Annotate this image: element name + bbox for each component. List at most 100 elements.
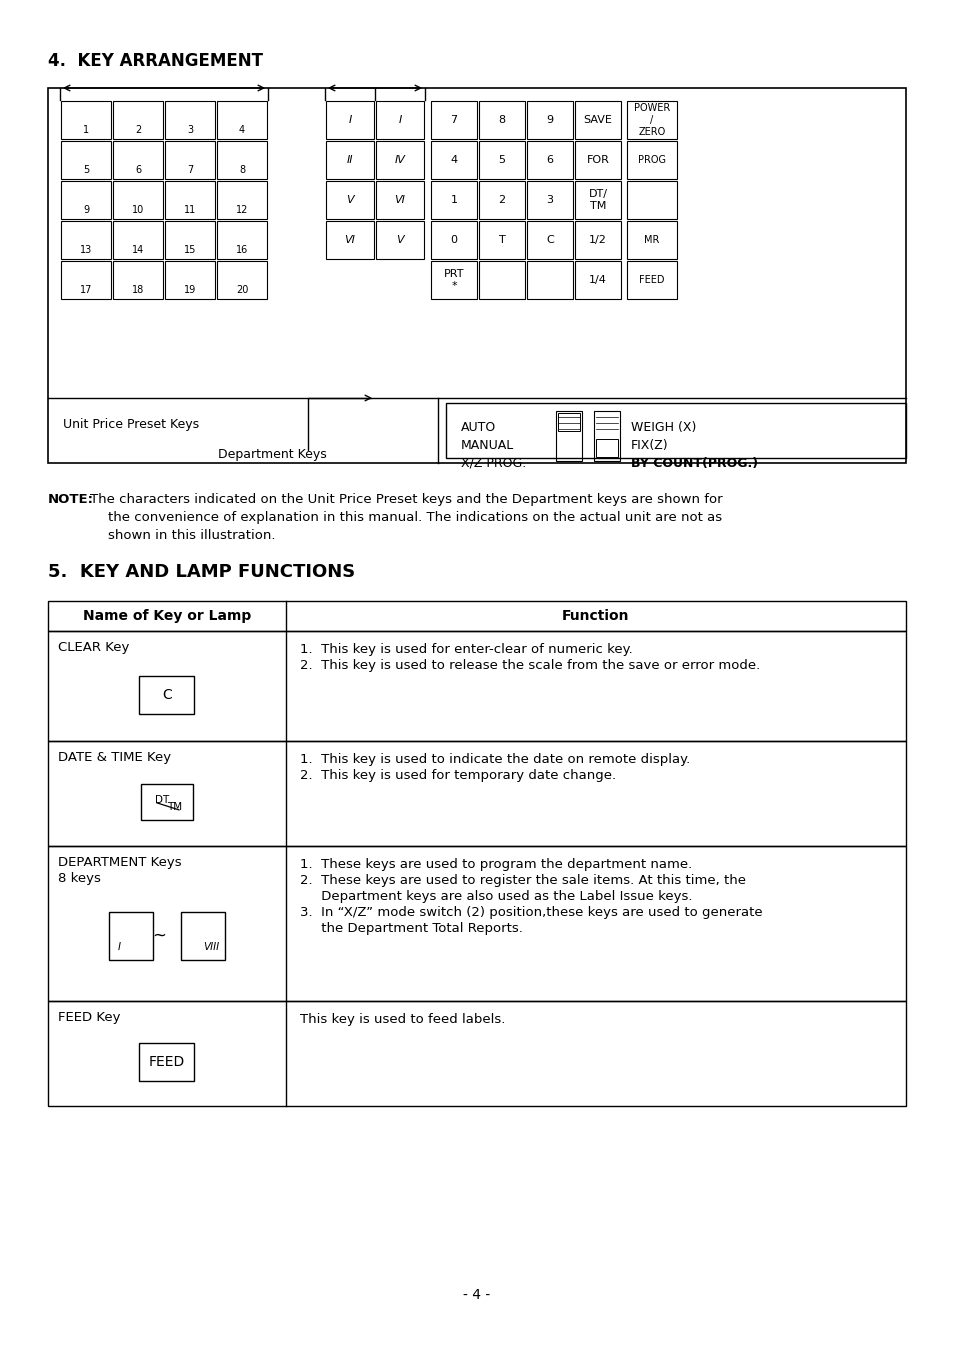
Text: I: I xyxy=(348,115,352,125)
Bar xyxy=(139,675,194,714)
Bar xyxy=(61,101,111,139)
Text: V: V xyxy=(395,235,403,245)
Text: 4: 4 xyxy=(450,155,457,164)
Bar xyxy=(575,221,620,259)
Bar xyxy=(575,262,620,299)
Text: WEIGH (X): WEIGH (X) xyxy=(630,421,696,434)
Bar xyxy=(626,142,677,179)
Text: FEED Key: FEED Key xyxy=(58,1011,120,1024)
Bar xyxy=(48,88,905,462)
Bar xyxy=(112,221,163,259)
Text: 1.  These keys are used to program the department name.: 1. These keys are used to program the de… xyxy=(299,857,692,871)
Bar xyxy=(526,142,573,179)
Text: POWER
/
ZERO: POWER / ZERO xyxy=(633,104,669,136)
Text: 5: 5 xyxy=(498,155,505,164)
Bar xyxy=(626,262,677,299)
Bar xyxy=(326,101,374,139)
Text: 12: 12 xyxy=(235,205,248,214)
Text: 6: 6 xyxy=(134,164,141,175)
Bar xyxy=(48,631,905,741)
Text: 19: 19 xyxy=(184,284,196,295)
Bar xyxy=(375,181,423,218)
Text: DEPARTMENT Keys: DEPARTMENT Keys xyxy=(58,856,181,869)
Bar xyxy=(626,101,677,139)
Bar xyxy=(181,911,225,960)
Text: The characters indicated on the Unit Price Preset keys and the Department keys a: The characters indicated on the Unit Pri… xyxy=(90,493,721,506)
Text: 2.  This key is used to release the scale from the save or error mode.: 2. This key is used to release the scale… xyxy=(299,659,760,673)
Bar xyxy=(596,439,618,457)
Bar xyxy=(478,262,524,299)
Bar xyxy=(165,221,214,259)
Bar xyxy=(575,101,620,139)
Text: C: C xyxy=(162,687,172,702)
Text: Unit Price Preset Keys: Unit Price Preset Keys xyxy=(63,418,199,431)
Bar xyxy=(112,142,163,179)
Bar xyxy=(216,221,267,259)
Text: VI: VI xyxy=(344,235,355,245)
Text: 4: 4 xyxy=(238,125,245,135)
Text: 20: 20 xyxy=(235,284,248,295)
Bar xyxy=(139,1043,194,1081)
Text: 1/4: 1/4 xyxy=(588,275,606,284)
Text: AUTO: AUTO xyxy=(460,421,496,434)
Text: C: C xyxy=(545,235,554,245)
Text: 11: 11 xyxy=(184,205,196,214)
Text: Function: Function xyxy=(561,609,629,623)
Text: II: II xyxy=(346,155,353,164)
Text: 9: 9 xyxy=(83,205,89,214)
Text: X/Z PROG.: X/Z PROG. xyxy=(460,457,526,470)
Text: BY COUNT(PROG.): BY COUNT(PROG.) xyxy=(630,457,758,470)
Text: 1.  This key is used to indicate the date on remote display.: 1. This key is used to indicate the date… xyxy=(299,754,690,766)
Text: I: I xyxy=(398,115,401,125)
Text: 8 keys: 8 keys xyxy=(58,872,101,886)
Text: DT: DT xyxy=(154,795,169,805)
Bar xyxy=(375,142,423,179)
Bar xyxy=(48,601,905,631)
Text: 14: 14 xyxy=(132,245,144,255)
Text: NOTE:: NOTE: xyxy=(48,493,94,506)
Text: 8: 8 xyxy=(238,164,245,175)
Bar xyxy=(478,142,524,179)
Text: FEED: FEED xyxy=(639,275,664,284)
Text: 7: 7 xyxy=(450,115,457,125)
Bar xyxy=(526,262,573,299)
Text: This key is used to feed labels.: This key is used to feed labels. xyxy=(299,1012,505,1026)
Text: 1: 1 xyxy=(450,195,457,205)
Bar xyxy=(556,411,581,461)
Text: 3: 3 xyxy=(546,195,553,205)
Bar xyxy=(594,411,619,461)
Text: V: V xyxy=(346,195,354,205)
Bar xyxy=(61,142,111,179)
Bar xyxy=(216,181,267,218)
Text: 5.  KEY AND LAMP FUNCTIONS: 5. KEY AND LAMP FUNCTIONS xyxy=(48,563,355,581)
Bar xyxy=(526,181,573,218)
Bar xyxy=(112,262,163,299)
Text: 5: 5 xyxy=(83,164,89,175)
Text: MR: MR xyxy=(643,235,659,245)
Bar xyxy=(431,142,476,179)
Text: 2: 2 xyxy=(134,125,141,135)
Bar xyxy=(575,142,620,179)
Text: 3.  In “X/Z” mode switch (2) position,these keys are used to generate: 3. In “X/Z” mode switch (2) position,the… xyxy=(299,906,761,919)
Bar xyxy=(326,221,374,259)
Text: 13: 13 xyxy=(80,245,92,255)
Bar xyxy=(431,221,476,259)
Text: FIX(Z): FIX(Z) xyxy=(630,439,668,452)
Bar xyxy=(216,262,267,299)
Bar xyxy=(165,142,214,179)
Bar xyxy=(109,911,152,960)
Text: VIII: VIII xyxy=(203,942,219,952)
Text: SAVE: SAVE xyxy=(583,115,612,125)
Bar xyxy=(526,101,573,139)
Bar xyxy=(165,262,214,299)
Text: 1/2: 1/2 xyxy=(588,235,606,245)
Bar xyxy=(575,181,620,218)
Text: I: I xyxy=(117,942,120,952)
Bar xyxy=(431,262,476,299)
Text: 17: 17 xyxy=(80,284,92,295)
Text: - 4 -: - 4 - xyxy=(463,1287,490,1302)
Bar xyxy=(61,221,111,259)
Text: 2.  This key is used for temporary date change.: 2. This key is used for temporary date c… xyxy=(299,768,616,782)
Text: 15: 15 xyxy=(184,245,196,255)
Text: 1.  This key is used for enter-clear of numeric key.: 1. This key is used for enter-clear of n… xyxy=(299,643,632,656)
